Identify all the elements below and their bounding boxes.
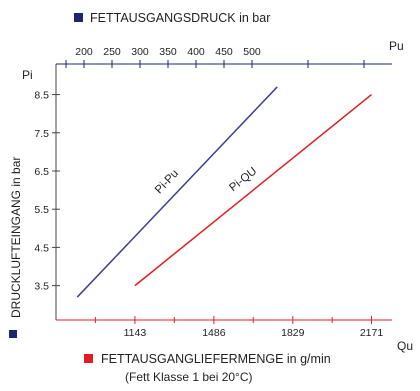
top-legend-swatch <box>74 13 83 22</box>
bottom-axis-name: Qu <box>397 339 413 353</box>
series-line-pi-pu <box>76 86 278 298</box>
bottom-left-marker <box>9 330 17 338</box>
y-tick-label: 3.5 <box>34 281 49 293</box>
y-tick-label: 4.5 <box>34 242 49 254</box>
y-axis-name: Pi <box>22 68 33 82</box>
top-tick-label: 450 <box>215 46 233 58</box>
y-tick-label: 6.5 <box>34 166 49 178</box>
top-tick-label: 300 <box>131 46 149 58</box>
top-tick-label: 400 <box>187 46 205 58</box>
bottom-legend-text: FETTAUSGANGLIEFERMENGE in g/min <box>101 352 331 366</box>
bottom-tick-label: 2171 <box>360 327 384 339</box>
top-axis-name: Pu <box>389 39 404 53</box>
bottom-note: (Fett Klasse 1 bei 20°C) <box>125 370 253 384</box>
bottom-axis-ticks: 1143 1486 1829 2171 <box>94 316 384 339</box>
top-tick-label: 350 <box>159 46 177 58</box>
top-tick-label: 200 <box>75 46 93 58</box>
bottom-legend-swatch <box>84 354 93 363</box>
y-tick-label: 7.5 <box>34 128 49 140</box>
series-line-pi-qu <box>134 93 372 287</box>
y-axis-title: DRUCKLUFTEINGANG in bar <box>9 157 23 318</box>
y-tick-label: 8.5 <box>34 90 49 102</box>
top-tick-label: 500 <box>243 46 261 58</box>
y-tick-label: 5.5 <box>34 204 49 216</box>
bottom-tick-label: 1829 <box>281 327 305 339</box>
y-axis-ticks: 3.5 4.5 5.5 6.5 7.5 8.5 <box>34 90 60 293</box>
series-lines: Pi-Pu Pi-QU <box>76 86 372 298</box>
top-tick-label: 250 <box>103 46 121 58</box>
top-legend-text: FETTAUSGANGSDRUCK in bar <box>90 11 270 25</box>
bottom-tick-label: 1486 <box>202 327 226 339</box>
top-axis-ticks: 200 250 300 350 400 450 500 <box>65 46 365 68</box>
bottom-tick-label: 1143 <box>124 327 147 339</box>
